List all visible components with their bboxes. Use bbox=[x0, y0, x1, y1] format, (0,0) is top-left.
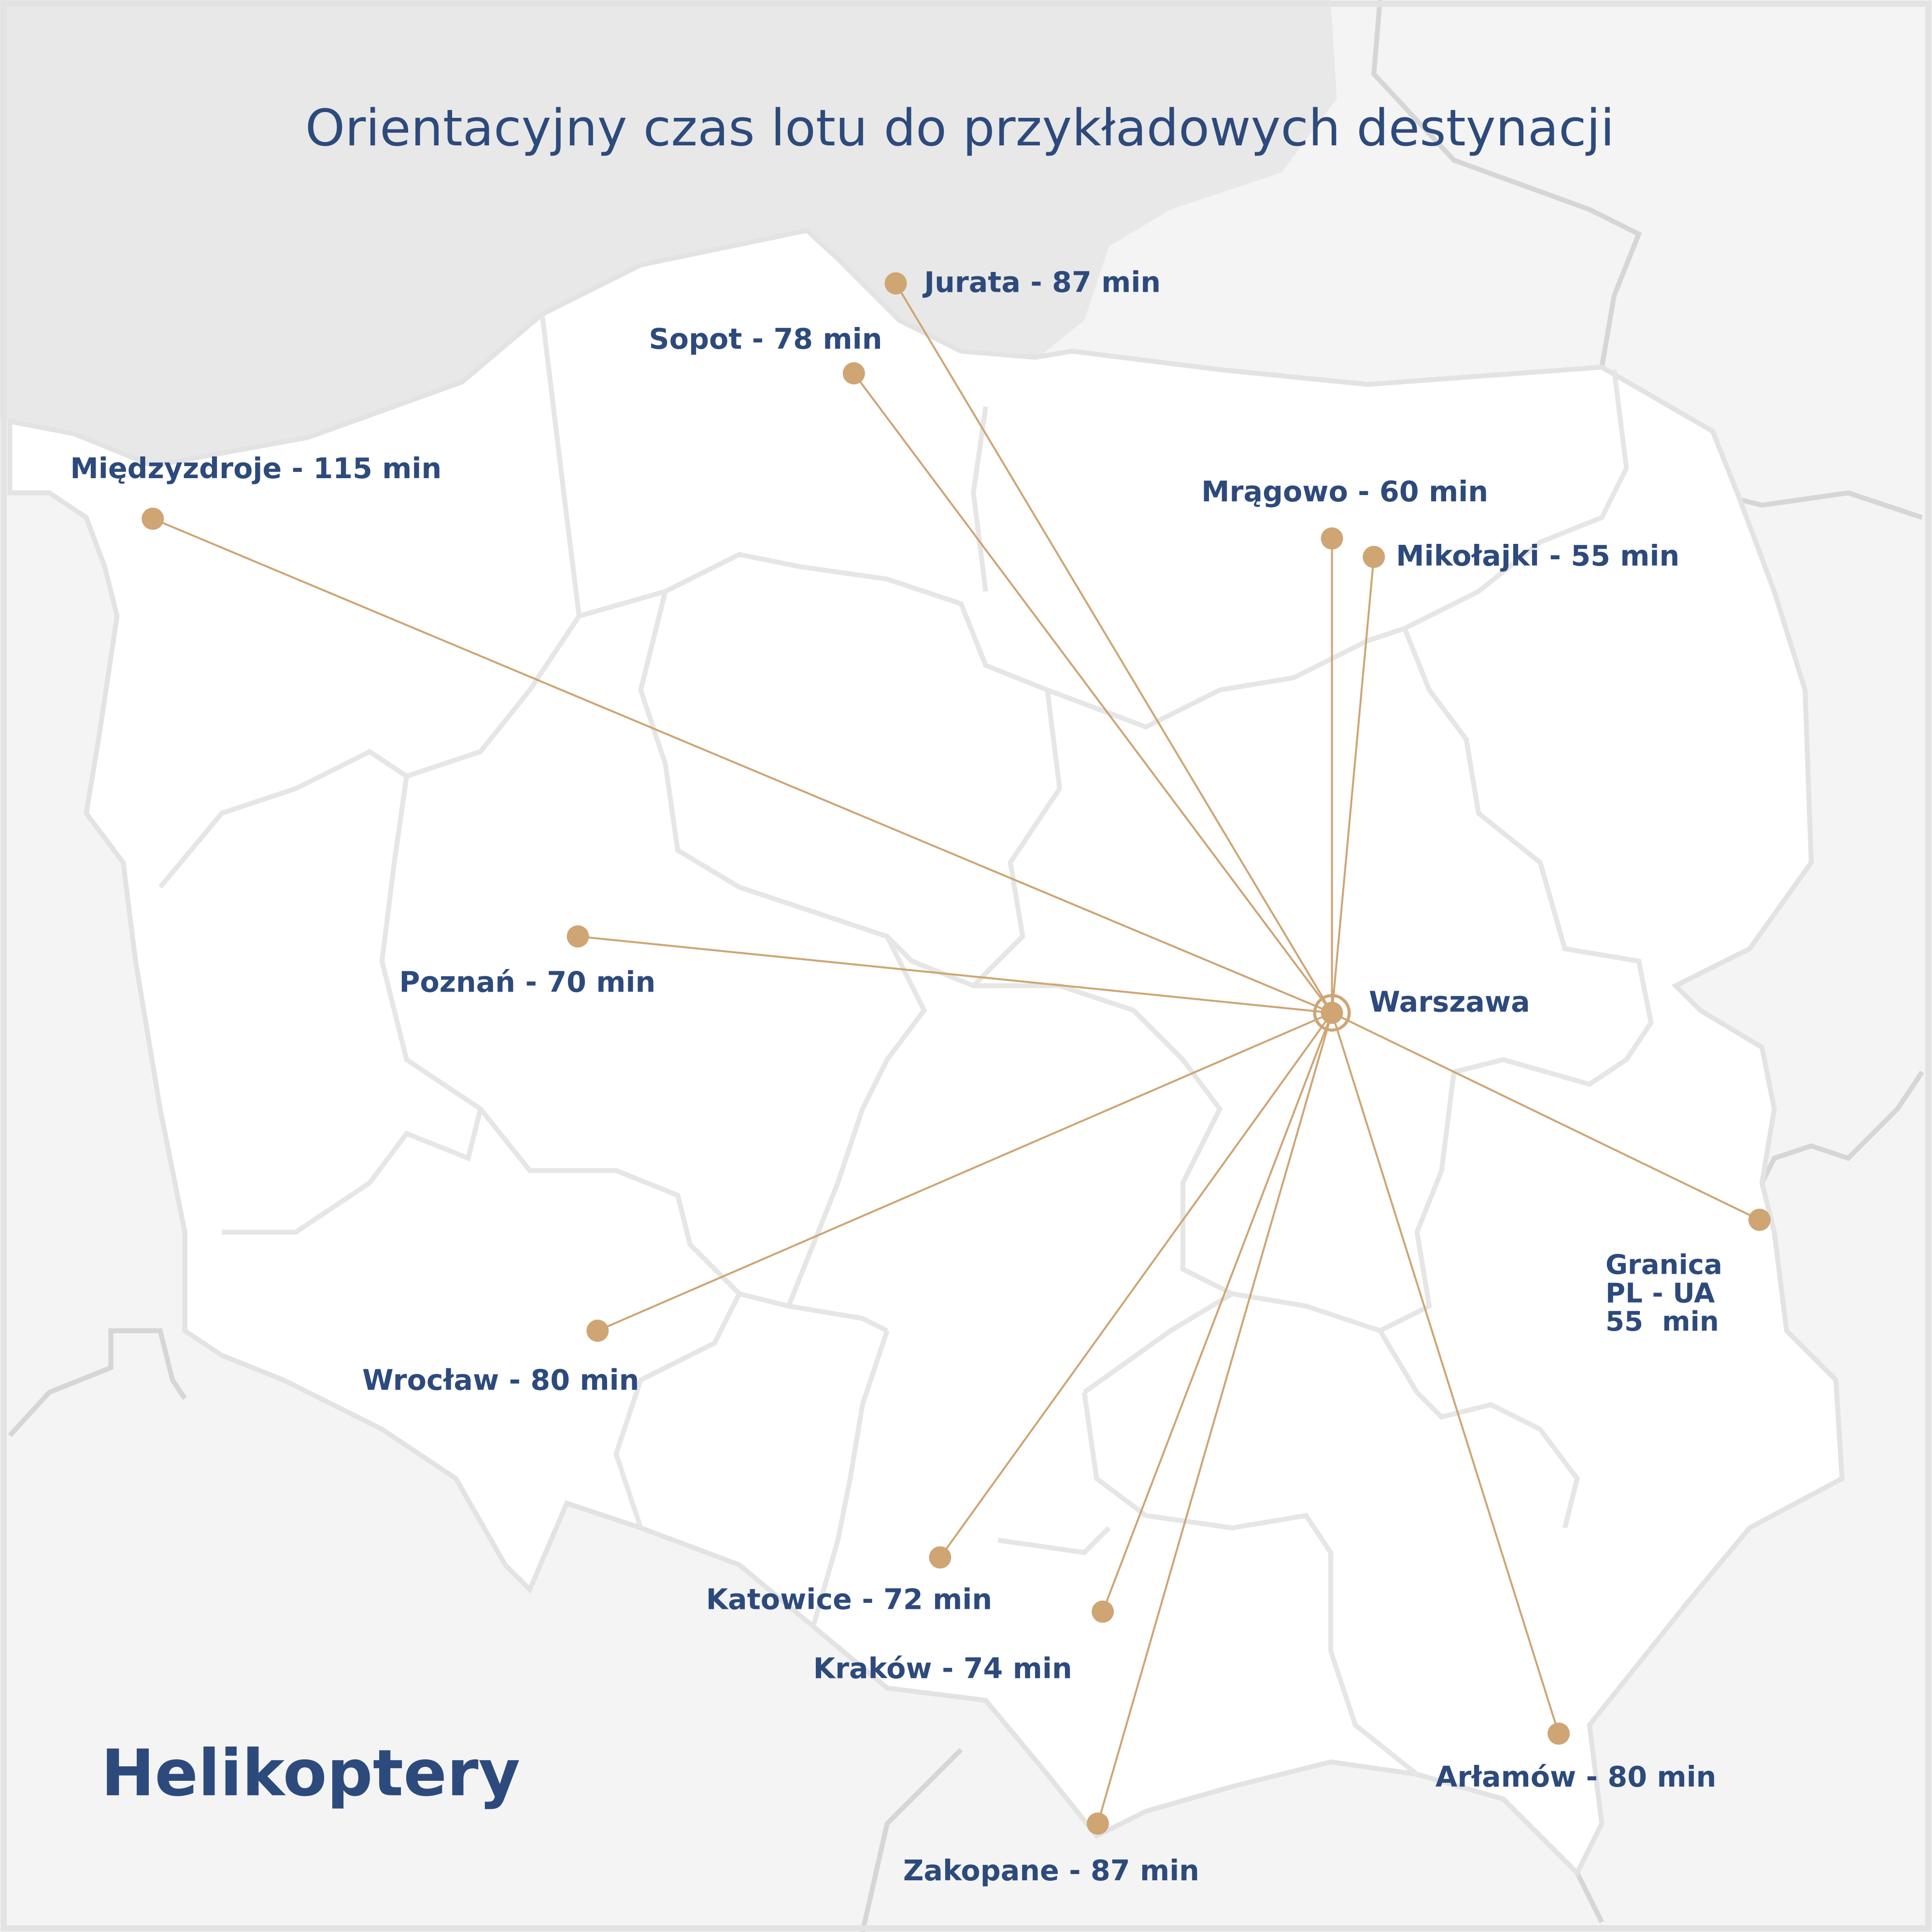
label-mikolajki: Mikołajki - 55 min bbox=[1396, 540, 1679, 572]
baltic-sea bbox=[0, 0, 1337, 466]
route-line-krakow bbox=[1102, 1012, 1333, 1612]
marker-zakopane bbox=[1087, 1812, 1109, 1835]
poland-land bbox=[7, 227, 1845, 1877]
marker-krakow bbox=[1092, 1600, 1114, 1623]
destination-markers bbox=[142, 272, 1771, 1835]
route-line-granica bbox=[1331, 1012, 1760, 1221]
page-title: Orientacyjny czas lotu do przykładowych … bbox=[305, 99, 1615, 157]
label-granica-line1: Granica bbox=[1605, 1250, 1722, 1281]
marker-mragowo bbox=[1321, 527, 1343, 550]
label-poznan: Poznań - 70 min bbox=[399, 966, 656, 999]
marker-miedzyzdroje bbox=[142, 508, 164, 530]
route-lines bbox=[152, 283, 1760, 1824]
marker-poznan bbox=[567, 925, 589, 948]
label-arlamow: Arłamów - 80 min bbox=[1435, 1761, 1717, 1793]
marker-arlamow bbox=[1548, 1722, 1570, 1745]
label-katowice: Katowice - 72 min bbox=[706, 1583, 992, 1616]
neighbor-borders bbox=[8, 0, 1924, 1932]
marker-sopot bbox=[842, 362, 865, 384]
marker-katowice bbox=[929, 1546, 952, 1569]
region-borders bbox=[158, 313, 1654, 1776]
warszawa-dot bbox=[1321, 1001, 1343, 1024]
route-line-miedzyzdroje bbox=[152, 518, 1333, 1014]
route-line-katowice bbox=[939, 1012, 1333, 1558]
route-line-jurata bbox=[895, 283, 1333, 1013]
warszawa-marker bbox=[1313, 994, 1351, 1032]
target-circle-icon bbox=[1313, 994, 1351, 1032]
route-line-poznan bbox=[578, 935, 1332, 1014]
route-line-sopot bbox=[853, 372, 1333, 1014]
label-miedzyzdroje: Międzyzdroje - 115 min bbox=[70, 452, 441, 485]
route-line-zakopane bbox=[1096, 1012, 1333, 1824]
route-line-arlamow bbox=[1331, 1012, 1560, 1734]
label-krakow: Kraków - 74 min bbox=[813, 1652, 1072, 1685]
route-line-wroclaw bbox=[597, 1012, 1333, 1332]
label-jurata: Jurata - 87 min bbox=[922, 266, 1161, 299]
label-mragowo: Mrągowo - 60 min bbox=[1201, 475, 1488, 508]
footer-title: Helikoptery bbox=[101, 1736, 520, 1811]
marker-jurata bbox=[884, 272, 907, 295]
marker-wroclaw bbox=[586, 1320, 609, 1342]
marker-granica bbox=[1748, 1208, 1771, 1231]
label-granica-line2: PL - UA bbox=[1605, 1278, 1715, 1309]
marker-mikolajki bbox=[1363, 546, 1385, 568]
label-wroclaw: Wrocław - 80 min bbox=[362, 1364, 639, 1397]
label-sopot: Sopot - 78 min bbox=[649, 323, 882, 355]
hub-label: Warszawa bbox=[1369, 985, 1530, 1018]
route-line-mikolajki bbox=[1331, 556, 1375, 1013]
label-zakopane: Zakopane - 87 min bbox=[903, 1854, 1199, 1887]
label-granica-line3: 55 min bbox=[1605, 1306, 1719, 1337]
